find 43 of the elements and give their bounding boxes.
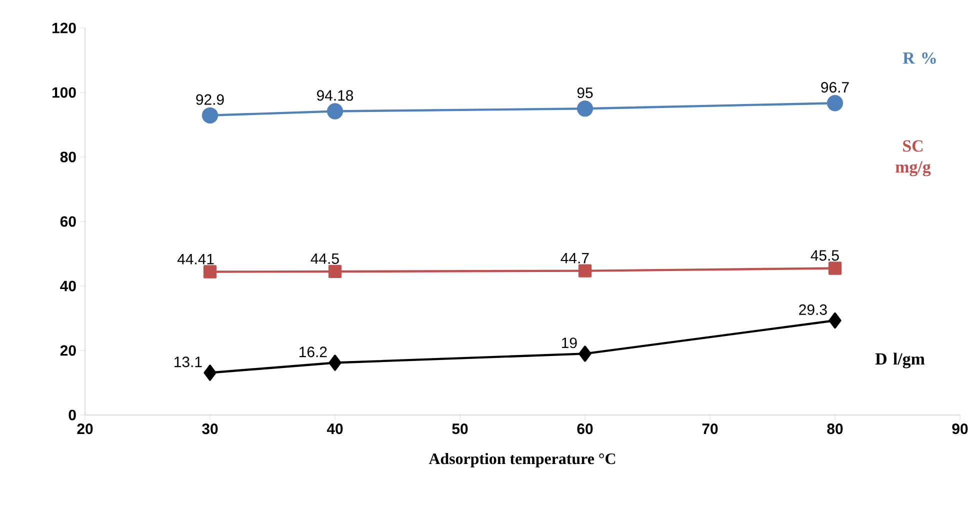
- x-tick-label: 30: [202, 424, 218, 434]
- data-label: 13.1: [174, 356, 202, 368]
- point: [204, 364, 216, 381]
- point: [202, 107, 218, 124]
- data-label: 96.7: [821, 82, 849, 93]
- point: [203, 265, 217, 278]
- data-label: 29.3: [799, 304, 827, 315]
- text: SC mg/g: [896, 140, 931, 176]
- point: [328, 264, 342, 278]
- point: [328, 354, 342, 371]
- y-tick-label: 20: [60, 345, 76, 356]
- text: R %: [902, 52, 936, 64]
- data-label: 44.5: [310, 254, 339, 264]
- point: [578, 264, 592, 278]
- point: [578, 346, 592, 362]
- x-tick-label: 40: [326, 424, 343, 434]
- x-tick-label: 60: [577, 424, 593, 434]
- data-label: 16.2: [300, 346, 327, 358]
- x-tick-label: 50: [452, 424, 468, 434]
- x-tick-label: 70: [702, 424, 718, 434]
- y-tick-label: 80: [60, 152, 76, 162]
- data-label: 19: [562, 338, 577, 348]
- point: [828, 312, 842, 329]
- text: D l/gm: [875, 352, 925, 368]
- data-label: 92.9: [196, 94, 224, 105]
- x-tick-label: 20: [77, 424, 93, 434]
- point: [576, 100, 594, 117]
- y-tick-label: 120: [52, 22, 76, 34]
- data-label: 94.18: [317, 90, 354, 101]
- data-label: 44.41: [177, 254, 214, 264]
- x-tick-label: 90: [952, 424, 968, 434]
- x-tick-label: 80: [827, 424, 843, 434]
- data-label: 95: [577, 88, 593, 98]
- y-tick-label: 60: [60, 216, 76, 227]
- y-tick-label: 0: [68, 410, 76, 420]
- point: [828, 262, 842, 275]
- x-axis-title: Adsorption temperature °C: [428, 452, 616, 468]
- data-label: 44.7: [560, 253, 589, 264]
- y-tick-label: 100: [52, 87, 76, 98]
- point: [826, 95, 844, 112]
- data-label: 45.5: [810, 250, 839, 261]
- y-tick-label: 40: [60, 280, 76, 292]
- point: [326, 103, 344, 120]
